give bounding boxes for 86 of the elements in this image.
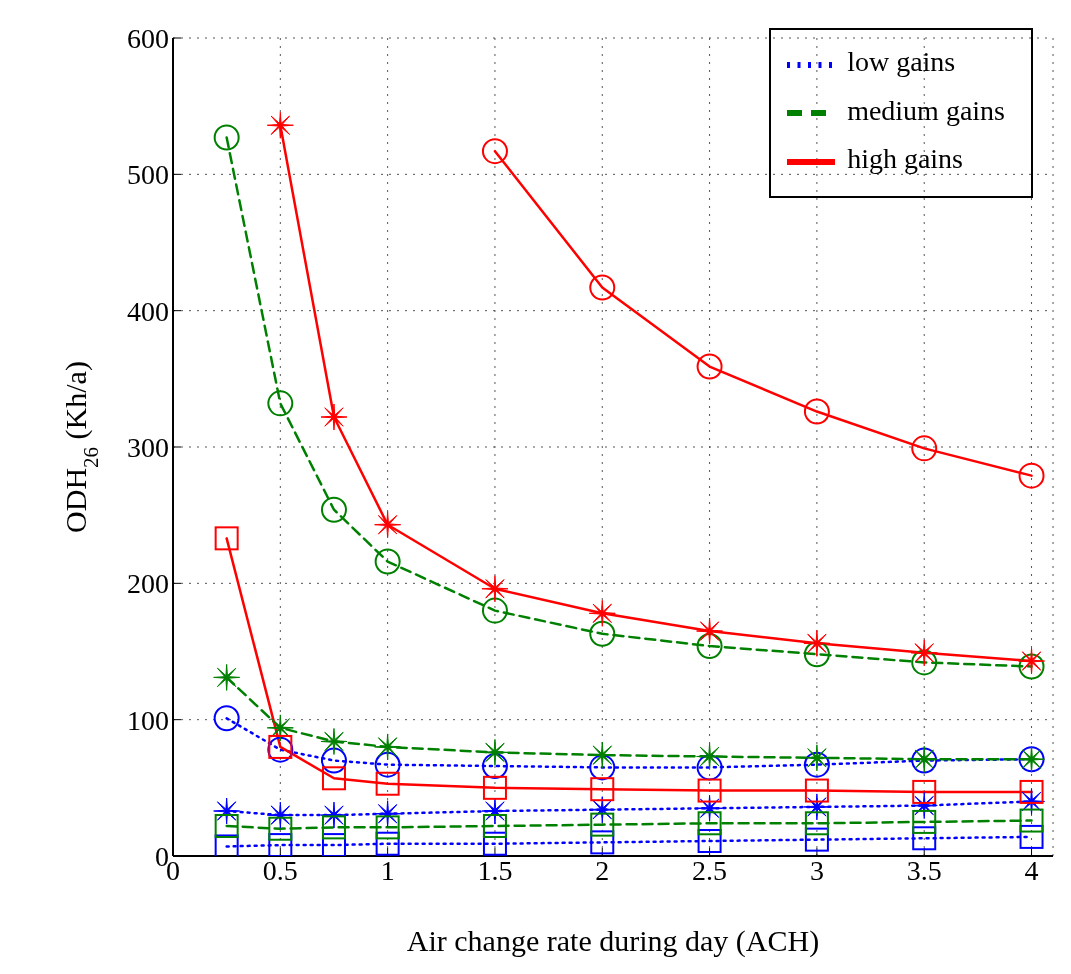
- y-tick-label: 400: [127, 295, 169, 327]
- legend-label: low gains: [847, 46, 956, 77]
- point: [481, 738, 509, 766]
- point: [214, 814, 239, 839]
- legend-label: high gains: [847, 143, 964, 175]
- y-tick-label: 500: [127, 159, 169, 191]
- point: [375, 815, 400, 840]
- point: [320, 727, 348, 755]
- y-tick-label: 100: [127, 704, 169, 736]
- point: [1018, 462, 1045, 489]
- point: [213, 663, 241, 691]
- point: [320, 747, 347, 774]
- point: [589, 620, 616, 647]
- point: [912, 779, 937, 804]
- point: [374, 751, 401, 778]
- point: [696, 353, 723, 380]
- point: [803, 641, 830, 668]
- point: [481, 138, 508, 165]
- point: [696, 633, 723, 660]
- point: [804, 811, 829, 836]
- point: [482, 831, 507, 856]
- point: [375, 831, 400, 856]
- legend-label: medium gains: [847, 94, 1005, 126]
- point: [320, 403, 348, 431]
- point: [1019, 779, 1044, 804]
- point: [481, 597, 508, 624]
- point: [267, 390, 294, 417]
- point: [320, 496, 347, 523]
- point: [590, 812, 615, 837]
- point: [375, 771, 400, 796]
- point: [321, 815, 346, 840]
- y-tick-label: 200: [127, 568, 169, 600]
- y-tick-label: 600: [127, 22, 169, 54]
- point: [696, 742, 724, 770]
- point: [590, 830, 615, 855]
- point: [696, 754, 723, 781]
- y-tick-label: 300: [127, 431, 169, 463]
- point: [481, 753, 508, 780]
- point: [696, 617, 724, 645]
- point: [374, 733, 402, 761]
- point: [1019, 824, 1044, 849]
- x-tick-label: 0.5: [262, 854, 298, 886]
- point: [481, 575, 509, 603]
- x-tick-label: 2: [595, 854, 610, 886]
- x-tick-label: 3.5: [906, 854, 942, 886]
- point: [911, 435, 938, 462]
- point: [697, 811, 722, 836]
- x-tick-label: 3: [809, 854, 824, 886]
- point: [374, 511, 402, 539]
- x-tick-label: 1.5: [477, 854, 513, 886]
- point: [803, 629, 831, 657]
- x-tick-label: 1: [380, 854, 395, 886]
- point: [213, 124, 240, 151]
- point: [588, 599, 616, 627]
- point: [804, 827, 829, 852]
- point: [803, 398, 830, 425]
- point: [589, 274, 616, 301]
- x-tick-label: 4: [1024, 854, 1039, 886]
- point: [482, 775, 507, 800]
- point: [804, 778, 829, 803]
- point: [911, 649, 938, 676]
- point: [214, 526, 239, 551]
- point: [213, 705, 240, 732]
- x-tick-label: 2.5: [692, 854, 728, 886]
- point: [321, 766, 346, 791]
- x-axis-title: Air change rate during day (ACH): [406, 924, 820, 958]
- point: [268, 816, 293, 841]
- point: [482, 814, 507, 839]
- point: [1018, 653, 1045, 680]
- point: [268, 833, 293, 856]
- point: [697, 778, 722, 803]
- point: [803, 744, 831, 772]
- point: [1018, 647, 1046, 675]
- point: [589, 754, 616, 781]
- point: [266, 714, 294, 742]
- point: [910, 639, 938, 667]
- point: [912, 826, 937, 851]
- point: [321, 833, 346, 856]
- point: [214, 834, 239, 856]
- point: [590, 777, 615, 802]
- point: [912, 809, 937, 834]
- point: [803, 751, 830, 778]
- point: [697, 829, 722, 853]
- point: [266, 111, 294, 139]
- point: [1019, 808, 1044, 833]
- point: [374, 548, 401, 575]
